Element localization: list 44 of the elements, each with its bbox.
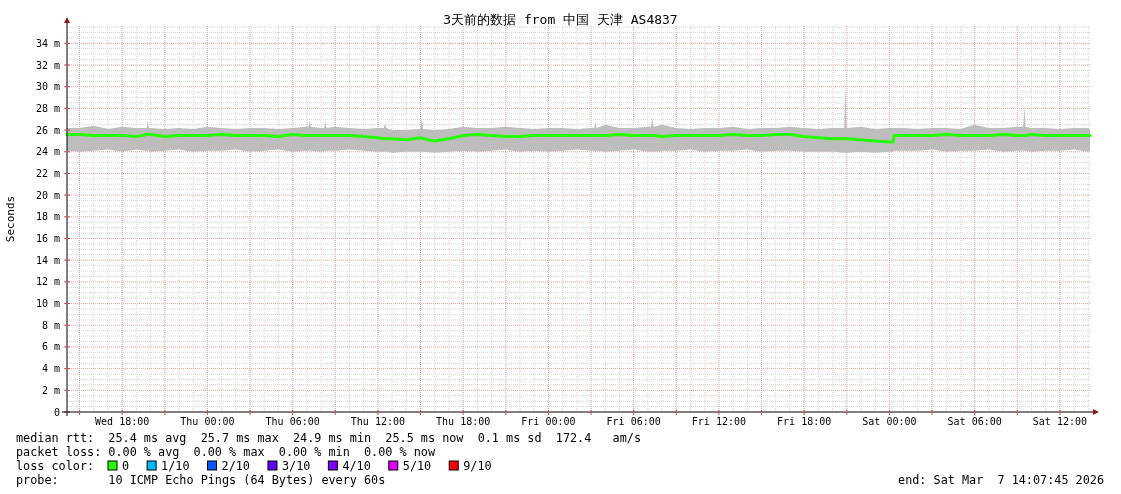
legend-label: 5/10 <box>402 459 432 473</box>
y-tick-label: 24 m <box>35 146 60 158</box>
legend-title: loss color: <box>16 459 95 473</box>
y-tick-label: 14 m <box>35 254 60 266</box>
x-tick-label: Sat 06:00 <box>947 416 1002 427</box>
y-tick-label: 10 m <box>35 298 60 310</box>
legend-label: 0 <box>122 459 130 473</box>
x-tick-label: Thu 00:00 <box>180 416 235 427</box>
x-tick-label: Fri 00:00 <box>521 416 576 427</box>
text: packet loss: 0.00 % avg 0.00 % max 0.00 % min 0.00 % now <box>16 445 436 459</box>
y-tick-label: 26 m <box>35 124 60 136</box>
y-tick-label: 4 m <box>41 363 60 375</box>
y-tick-label: 18 m <box>35 211 60 223</box>
y-tick-label: 12 m <box>35 276 60 288</box>
legend-label: 1/10 <box>161 459 190 473</box>
y-tick-label: 32 m <box>35 59 60 71</box>
y-tick-label: 34 m <box>35 37 60 49</box>
y-axis-title: Seconds <box>4 195 17 243</box>
x-tick-label: Thu 12:00 <box>350 416 406 427</box>
text: probe: 10 ICMP Echo Pings (64 Bytes) every 60s <box>16 473 386 487</box>
y-tick-label: 2 m <box>41 384 60 396</box>
x-tick-label: Fri 18:00 <box>777 416 832 427</box>
y-tick-label: 30 m <box>35 81 60 93</box>
text: median rtt: 25.4 ms avg 25.7 ms max 24.9 ms min 25.5 ms now 0.1 ms sd 172.4 am/s <box>16 431 642 445</box>
y-tick-label: 22 m <box>35 167 60 179</box>
legend-label: 3/10 <box>281 459 311 473</box>
chart-title: 3天前的数据 from 中国 天津 AS4837 <box>443 12 678 27</box>
x-tick-label: Thu 06:00 <box>265 416 320 427</box>
legend-label: 2/10 <box>221 459 250 473</box>
y-tick-label: 28 m <box>35 102 60 114</box>
y-tick-label: 0 <box>53 406 60 418</box>
y-tick-label: 16 m <box>35 233 60 245</box>
legend-label: 9/10 <box>463 459 492 473</box>
y-tick-label: 8 m <box>41 319 60 331</box>
text: end: Sat Mar 7 14:07:45 2026 <box>898 473 1104 487</box>
x-tick-label: Thu 18:00 <box>436 416 491 427</box>
x-tick-label: Fri 06:00 <box>606 416 661 427</box>
legend-label: 4/10 <box>342 459 371 473</box>
y-tick-label: 6 m <box>41 341 60 353</box>
x-tick-label: Sat 00:00 <box>862 416 917 427</box>
x-tick-label: Wed 18:00 <box>95 416 150 427</box>
x-tick-label: Fri 12:00 <box>691 416 747 427</box>
x-tick-label: Sat 12:00 <box>1032 416 1088 427</box>
y-tick-label: 20 m <box>35 189 60 201</box>
